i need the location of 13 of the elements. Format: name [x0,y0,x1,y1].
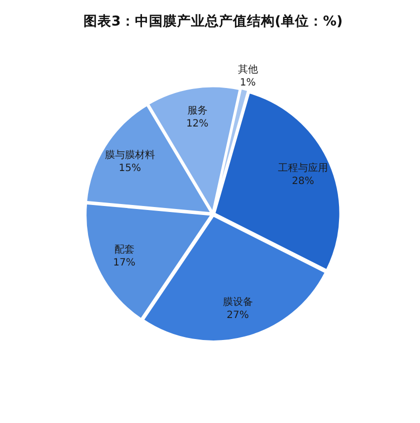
data-label: 1% [240,78,256,89]
slice-label: 工程与应用 [278,162,328,174]
data-label: 15% [118,162,142,174]
data-label: 17% [113,257,136,268]
slice-label: 服务 [187,104,208,116]
slice-label: 膜与膜材料 [104,148,155,161]
data-label: 27% [226,310,249,322]
slice-label: 配套 [114,243,134,256]
chart-title: 图表3：中国膜产业总产值结构(单位：%) [83,12,343,30]
slice-label: 膜设备 [222,296,253,308]
data-label: 12% [186,118,208,130]
data-label: 28% [292,176,314,187]
slice-label: 其他 [238,64,258,76]
